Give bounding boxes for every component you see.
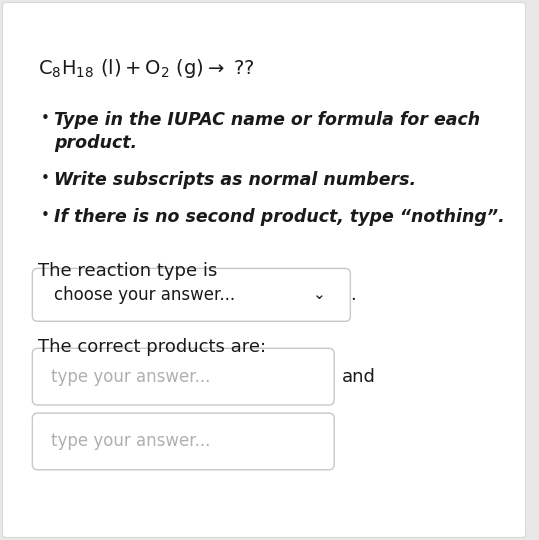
Text: type your answer...: type your answer... [51,433,211,450]
Text: Type in the IUPAC name or formula for each
product.: Type in the IUPAC name or formula for ea… [54,111,480,152]
Text: If there is no second product, type “nothing”.: If there is no second product, type “not… [54,208,505,226]
Text: choose your answer...: choose your answer... [54,286,235,304]
FancyBboxPatch shape [32,413,334,470]
Text: •: • [40,208,49,223]
Text: $\mathsf{C_8H_{18}}$ $\mathsf{(l) + O_2\ (g) \rightarrow\ ??}$: $\mathsf{C_8H_{18}}$ $\mathsf{(l) + O_2\… [38,57,254,80]
Text: The reaction type is: The reaction type is [38,262,217,280]
Text: •: • [40,171,49,186]
Text: •: • [40,111,49,126]
Text: Write subscripts as normal numbers.: Write subscripts as normal numbers. [54,171,416,189]
Text: and: and [342,368,376,386]
FancyBboxPatch shape [3,3,526,537]
FancyBboxPatch shape [32,348,334,405]
Text: ⌄: ⌄ [313,287,326,302]
Text: type your answer...: type your answer... [51,368,211,386]
Text: The correct products are:: The correct products are: [38,338,266,355]
FancyBboxPatch shape [32,268,350,321]
Text: .: . [350,286,356,304]
